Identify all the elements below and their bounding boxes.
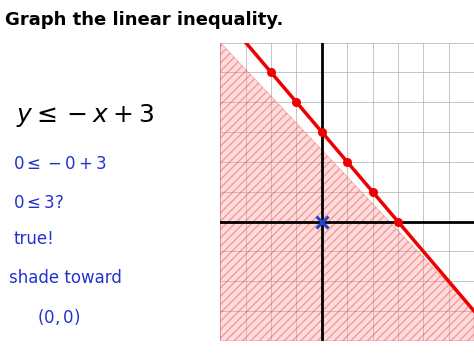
Point — [267, 70, 275, 75]
Text: shade toward: shade toward — [9, 268, 122, 286]
Point — [394, 219, 401, 224]
Polygon shape — [220, 43, 474, 341]
Point — [369, 189, 376, 195]
Text: $(0,0)$: $(0,0)$ — [37, 307, 81, 327]
Point — [318, 129, 326, 135]
Text: Graph the linear inequality.: Graph the linear inequality. — [5, 11, 283, 29]
Point — [343, 159, 351, 165]
Point — [292, 99, 301, 105]
Text: $0 \leq 3?$: $0 \leq 3?$ — [13, 194, 65, 212]
Text: $0 \leq -0+3$: $0 \leq -0+3$ — [13, 155, 107, 173]
Text: $y \leq -x + 3$: $y \leq -x + 3$ — [16, 102, 154, 129]
Text: true!: true! — [13, 230, 54, 248]
